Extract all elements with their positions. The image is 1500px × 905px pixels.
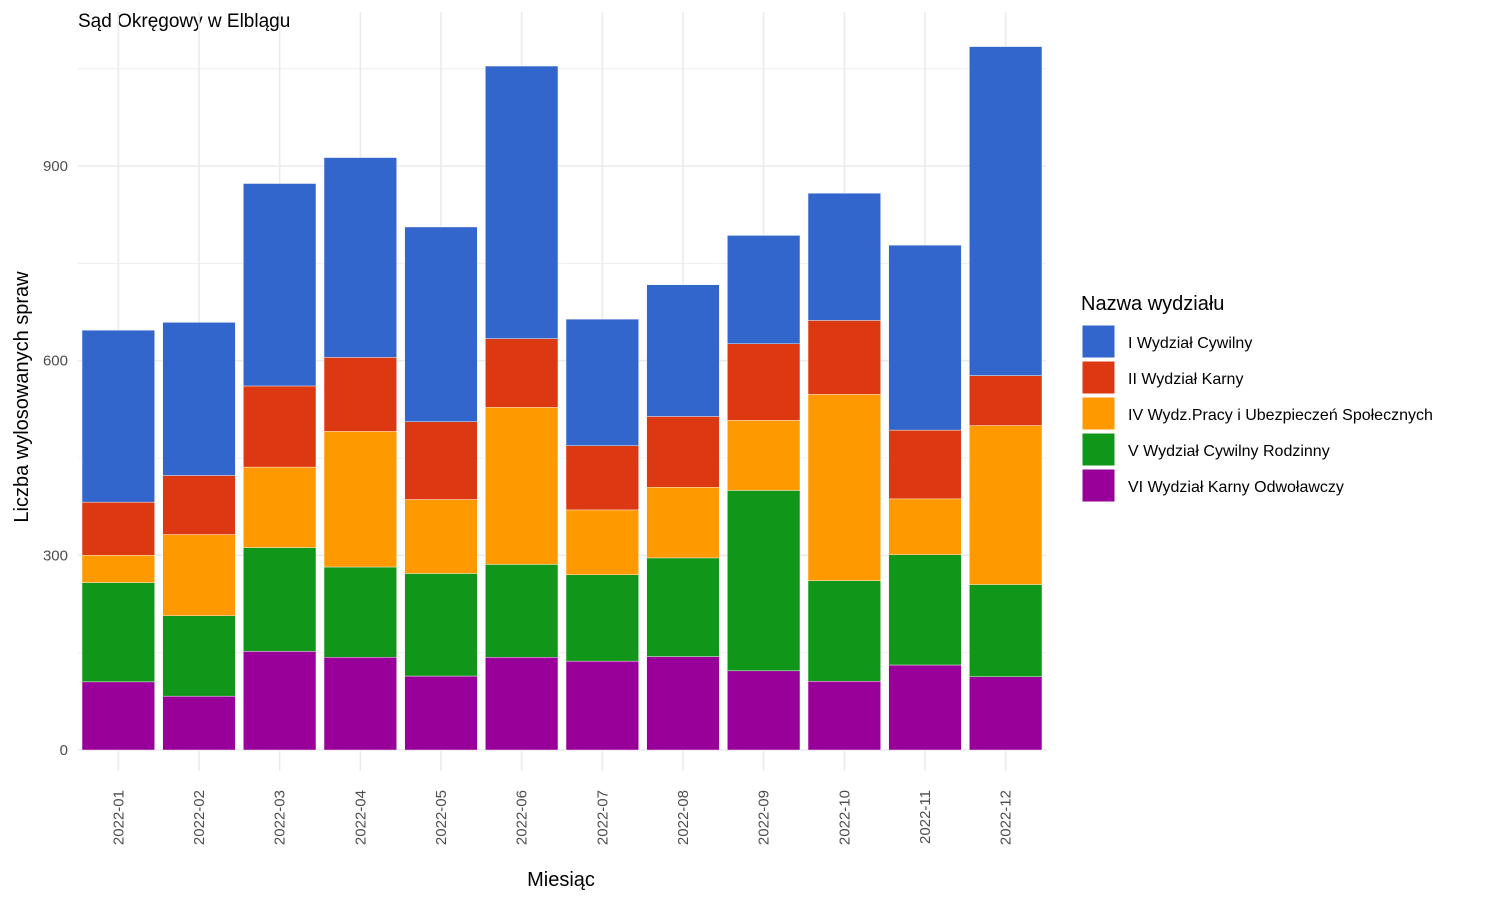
bar-segment — [727, 235, 801, 344]
bar-segment — [969, 676, 1043, 751]
bars — [81, 46, 1043, 751]
bar-segment — [404, 421, 478, 500]
bar-segment — [969, 46, 1043, 376]
bar-segment — [727, 420, 801, 491]
x-tick-label: 2022-03 — [272, 790, 289, 845]
bar-segment — [565, 445, 639, 511]
bar-segment — [565, 660, 639, 751]
bar-segment — [485, 65, 559, 339]
bar-segment — [81, 681, 155, 751]
bar-segment — [646, 557, 720, 657]
bar-segment — [969, 425, 1043, 585]
bar-segment — [162, 475, 236, 535]
bar-segment — [162, 615, 236, 697]
bar-segment — [485, 407, 559, 565]
bar-segment — [888, 429, 962, 500]
bar-segment — [404, 573, 478, 677]
x-tick-label: 2022-11 — [917, 790, 934, 844]
bar-segment — [81, 582, 155, 683]
y-axis-ticks: 0 300 600 900 — [43, 158, 68, 759]
bar-segment — [81, 555, 155, 583]
bar-segment — [162, 534, 236, 616]
bar-segment — [727, 490, 801, 672]
legend-label: II Wydział Karny — [1128, 371, 1243, 388]
bar-segment — [323, 566, 397, 658]
y-tick-label: 0 — [60, 742, 68, 759]
legend-title: Nazwa wydziału — [1081, 293, 1224, 315]
bar-segment — [807, 320, 881, 395]
bar-segment — [646, 487, 720, 559]
bar-segment — [243, 547, 317, 652]
legend-label: IV Wydz.Pracy i Ubezpieczeń Społecznych — [1128, 407, 1433, 424]
bar-segment — [807, 394, 881, 581]
y-tick-label: 600 — [43, 353, 68, 370]
bar-segment — [565, 574, 639, 662]
bar-segment — [323, 657, 397, 751]
x-tick-label: 2022-06 — [514, 790, 531, 845]
bar-segment — [162, 695, 236, 751]
bar-segment — [323, 157, 397, 358]
bar-segment — [888, 664, 962, 751]
legend-swatch — [1081, 432, 1116, 467]
bar-segment — [888, 554, 962, 666]
legend-label: V Wydział Cywilny Rodzinny — [1128, 443, 1330, 460]
x-tick-label: 2022-02 — [191, 790, 208, 845]
bar-segment — [888, 498, 962, 555]
bar-segment — [243, 651, 317, 751]
bar-segment — [485, 338, 559, 408]
bar-segment — [485, 564, 559, 658]
bar-segment — [646, 284, 720, 417]
bar-segment — [727, 343, 801, 421]
bar-segment — [646, 656, 720, 751]
x-axis-title: Miesiąc — [527, 869, 595, 891]
bar-segment — [81, 501, 155, 556]
bar-segment — [81, 329, 155, 503]
x-tick-label: 2022-07 — [594, 790, 611, 845]
bar-segment — [646, 416, 720, 488]
bar-segment — [888, 244, 962, 431]
legend-swatch — [1081, 360, 1116, 395]
x-tick-label: 2022-09 — [756, 790, 773, 845]
bar-segment — [565, 509, 639, 575]
bar-segment — [969, 375, 1043, 426]
legend: I Wydział Cywilny II Wydział Karny IV Wydz… — [1081, 324, 1433, 503]
bar-segment — [565, 318, 639, 446]
legend-label: VI Wydział Karny Odwoławczy — [1128, 479, 1344, 496]
x-tick-label: 2022-10 — [836, 790, 853, 845]
legend-label: I Wydział Cywilny — [1128, 335, 1252, 352]
bar-segment — [243, 385, 317, 468]
bar-segment — [243, 183, 317, 387]
x-axis-ticks: 2022-01 2022-02 2022-03 2022-04 2022-05 2022-… — [110, 790, 1014, 845]
chart-title: Sąd Okręgowy w Elblągu — [78, 11, 290, 32]
bar-segment — [404, 499, 478, 574]
x-tick-label: 2022-04 — [352, 790, 369, 845]
bar-segment — [485, 657, 559, 751]
bar-segment — [323, 431, 397, 568]
bar-segment — [807, 681, 881, 751]
bar-segment — [404, 675, 478, 751]
x-tick-label: 2022-05 — [433, 790, 450, 845]
legend-swatch — [1081, 396, 1116, 431]
y-tick-label: 900 — [43, 158, 68, 175]
bar-segment — [807, 193, 881, 321]
bar-segment — [243, 466, 317, 548]
bar-segment — [404, 226, 478, 422]
bar-segment — [969, 584, 1043, 677]
bar-segment — [162, 322, 236, 476]
x-tick-label: 2022-01 — [110, 790, 127, 845]
y-tick-label: 300 — [43, 547, 68, 564]
bar-segment — [323, 357, 397, 432]
legend-swatch — [1081, 324, 1116, 359]
bar-segment — [807, 580, 881, 682]
y-axis-title: Liczba wylosowanych spraw — [11, 271, 33, 523]
bar-segment — [727, 670, 801, 751]
x-tick-label: 2022-12 — [998, 790, 1015, 845]
x-tick-label: 2022-08 — [675, 790, 692, 845]
legend-swatch — [1081, 468, 1116, 503]
